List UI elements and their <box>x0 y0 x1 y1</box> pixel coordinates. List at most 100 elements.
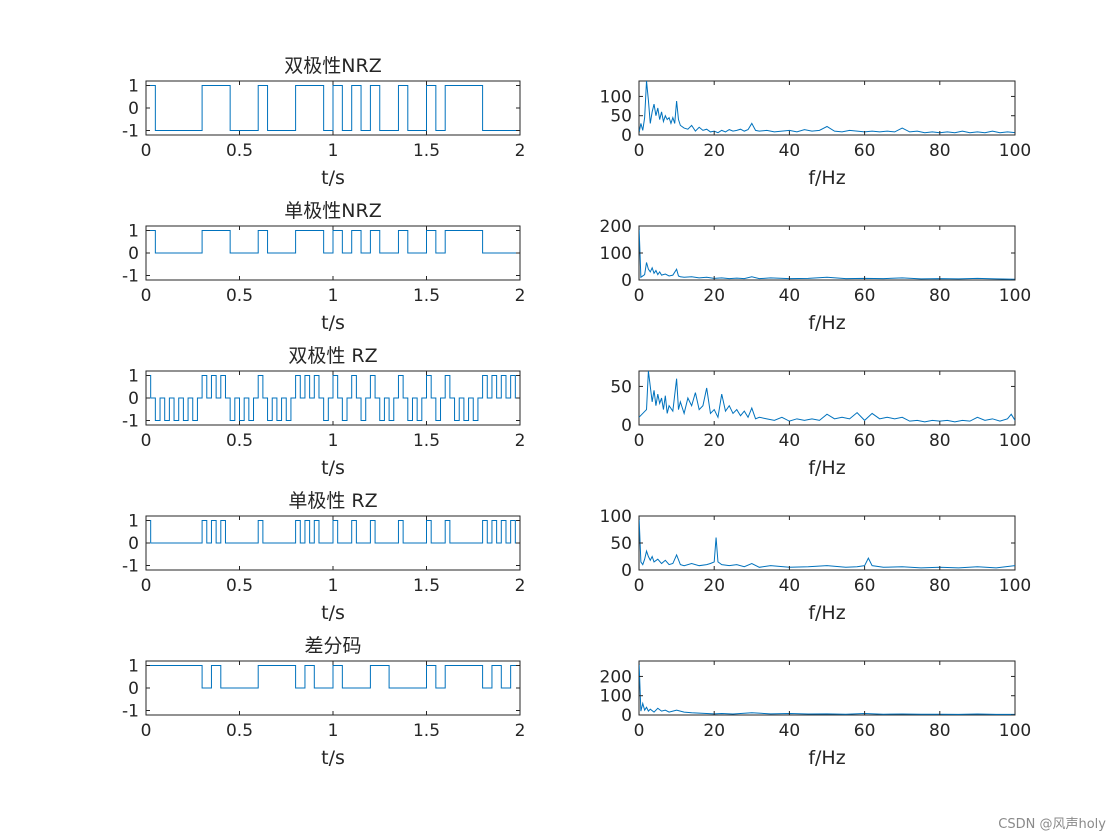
bipolar-rz-spectrum-axes: 0 20 40 60 80 100 0 50 f/Hz <box>610 370 1031 479</box>
x-tick-label: 0 <box>634 576 645 596</box>
x-axis-label: t/s <box>321 312 345 334</box>
x-tick-label: 1.5 <box>413 431 440 451</box>
bipolar-rz-spectrum-series-line <box>639 371 1015 423</box>
unipolar-nrz-spectrum-series-line <box>639 226 1015 280</box>
y-tick-label: 0 <box>621 706 632 726</box>
x-axis-label: f/Hz <box>808 602 845 624</box>
x-tick-label: 1 <box>328 721 339 741</box>
unipolar-rz-time-series-line <box>146 520 520 544</box>
x-tick-label: 80 <box>929 141 951 161</box>
x-tick-label: 1.5 <box>413 286 440 306</box>
y-tick-label: 1 <box>128 512 139 532</box>
plot-area-box <box>638 370 1016 426</box>
x-tick-label: 80 <box>929 721 951 741</box>
y-tick-label: 50 <box>610 377 632 397</box>
x-tick-label: 2 <box>515 141 526 161</box>
x-tick-label: 100 <box>999 576 1031 596</box>
y-tick-label: 1 <box>128 367 139 387</box>
y-tick-label: 0 <box>621 126 632 146</box>
x-tick-label: 2 <box>515 286 526 306</box>
differential-code-time-series-line <box>146 665 520 689</box>
x-tick-label: 60 <box>854 576 876 596</box>
x-axis-label: f/Hz <box>808 312 845 334</box>
x-tick-label: 1.5 <box>413 576 440 596</box>
plot-area-box <box>638 660 1016 716</box>
unipolar-rz-spectrum-series-line <box>639 516 1015 569</box>
x-tick-label: 1.5 <box>413 721 440 741</box>
y-tick-label: -1 <box>122 557 139 577</box>
x-tick-label: 0 <box>634 286 645 306</box>
x-tick-label: 0 <box>141 141 152 161</box>
x-tick-label: 1 <box>328 141 339 161</box>
x-tick-label: 2 <box>515 721 526 741</box>
x-tick-label: 2 <box>515 576 526 596</box>
x-tick-label: 40 <box>779 141 801 161</box>
y-tick-label: 0 <box>621 561 632 581</box>
x-tick-label: 0 <box>141 286 152 306</box>
x-axis-label: f/Hz <box>808 747 845 769</box>
y-tick-label: 0 <box>128 534 139 554</box>
y-tick-label: -1 <box>122 412 139 432</box>
y-tick-label: 100 <box>600 507 632 527</box>
x-axis-label: t/s <box>321 602 345 624</box>
watermark: CSDN @风声holy <box>998 817 1106 832</box>
x-axis-label: t/s <box>321 167 345 189</box>
bipolar-rz-time-series-line <box>146 375 520 421</box>
x-tick-label: 1 <box>328 431 339 451</box>
y-tick-label: -1 <box>122 122 139 142</box>
x-tick-label: 100 <box>999 721 1031 741</box>
x-tick-label: 20 <box>703 576 725 596</box>
x-tick-label: 1.5 <box>413 141 440 161</box>
y-tick-label: -1 <box>122 702 139 722</box>
x-tick-label: 80 <box>929 431 951 451</box>
x-tick-label: 0.5 <box>226 721 253 741</box>
x-tick-label: 20 <box>703 721 725 741</box>
x-tick-label: 60 <box>854 721 876 741</box>
subplot-title: 单极性 RZ <box>288 490 377 512</box>
bipolar-nrz-time-series-line <box>146 85 520 131</box>
y-tick-label: 100 <box>600 87 632 107</box>
x-tick-label: 60 <box>854 431 876 451</box>
x-tick-label: 0 <box>141 721 152 741</box>
y-tick-label: 0 <box>621 416 632 436</box>
plot-area-box <box>638 515 1016 571</box>
x-tick-label: 80 <box>929 576 951 596</box>
x-tick-label: 20 <box>703 141 725 161</box>
x-axis-label: f/Hz <box>808 167 845 189</box>
x-tick-label: 0.5 <box>226 576 253 596</box>
subplot-title: 双极性NRZ <box>284 55 381 77</box>
y-tick-label: 50 <box>610 534 632 554</box>
x-tick-label: 1 <box>328 576 339 596</box>
x-tick-label: 0.5 <box>226 286 253 306</box>
y-tick-label: 200 <box>600 217 632 237</box>
x-axis-label: f/Hz <box>808 457 845 479</box>
y-tick-label: 0 <box>128 244 139 264</box>
x-tick-label: 2 <box>515 431 526 451</box>
y-tick-label: 0 <box>128 389 139 409</box>
x-tick-label: 20 <box>703 431 725 451</box>
x-axis-label: t/s <box>321 747 345 769</box>
bipolar-nrz-spectrum-series-line <box>639 81 1015 134</box>
unipolar-nrz-time-series-line <box>146 230 520 254</box>
y-tick-label: 0 <box>128 679 139 699</box>
x-tick-label: 100 <box>999 431 1031 451</box>
differential-code-spectrum-series-line <box>639 661 1015 715</box>
x-tick-label: 0 <box>634 141 645 161</box>
x-tick-label: 0 <box>141 431 152 451</box>
y-tick-label: 100 <box>600 687 632 707</box>
x-tick-label: 0 <box>634 431 645 451</box>
x-tick-label: 60 <box>854 286 876 306</box>
x-tick-label: 60 <box>854 141 876 161</box>
unipolar-nrz-spectrum-axes: 0 20 40 60 80 100 0 100 200 f/Hz <box>600 217 1032 334</box>
x-tick-label: 1 <box>328 286 339 306</box>
y-tick-label: -1 <box>122 267 139 287</box>
x-tick-label: 40 <box>779 286 801 306</box>
